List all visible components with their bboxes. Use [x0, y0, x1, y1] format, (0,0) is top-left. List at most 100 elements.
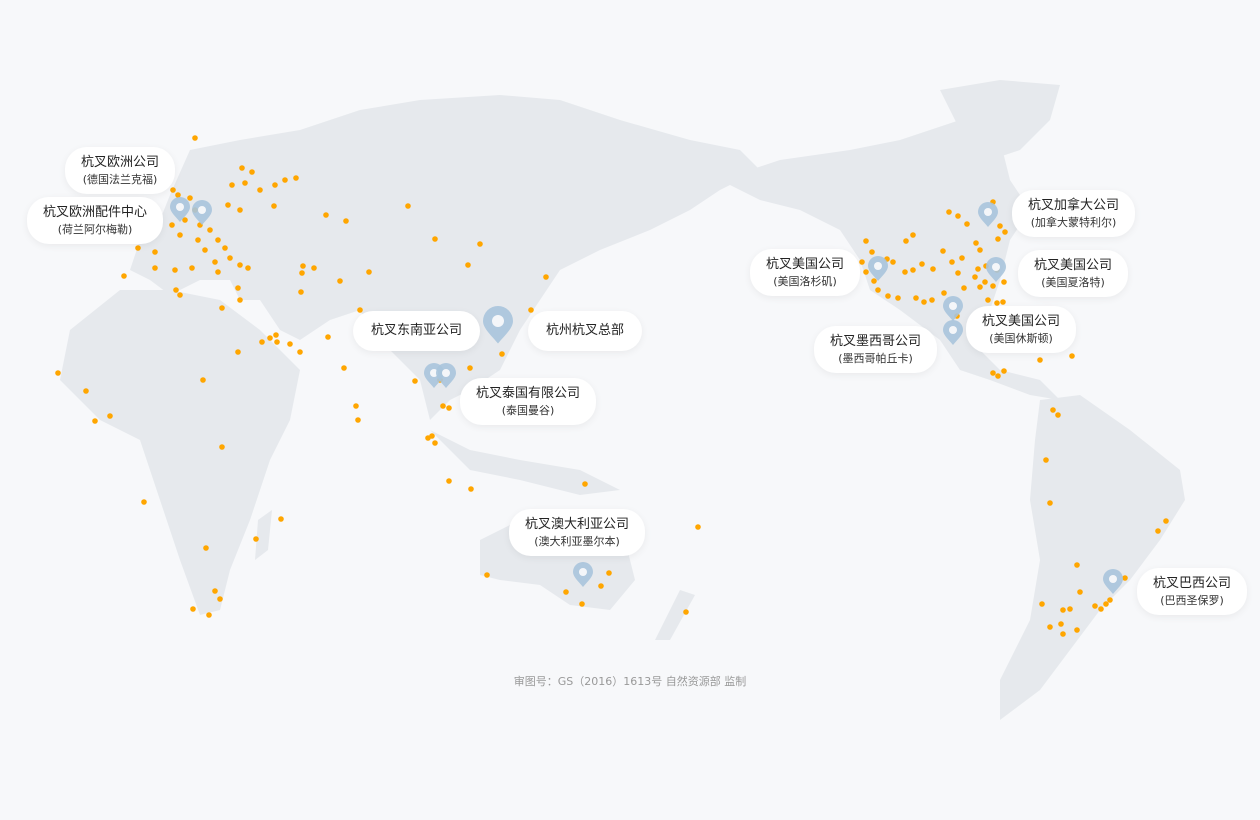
- dealer-dot: [172, 267, 178, 273]
- dealer-dot: [1074, 627, 1080, 633]
- office-location: (泰国曼谷): [501, 404, 555, 417]
- office-label-thailand[interactable]: 杭叉泰国有限公司 (泰国曼谷): [460, 378, 597, 425]
- dealer-dot: [237, 207, 243, 213]
- office-label-charlotte[interactable]: 杭叉美国公司 (美国夏洛特): [1018, 250, 1129, 297]
- dealer-dot: [1000, 299, 1006, 305]
- dealer-dot: [961, 285, 967, 291]
- dealer-dot: [425, 435, 431, 441]
- dealer-dot: [467, 365, 473, 371]
- dealer-dot: [203, 545, 209, 551]
- office-label-netherlands[interactable]: 杭叉欧洲配件中心 (荷兰阿尔梅勒): [27, 197, 164, 244]
- office-location: (美国夏洛特): [1041, 276, 1105, 289]
- dealer-dot: [484, 572, 490, 578]
- dealer-dot: [1002, 229, 1008, 235]
- dealer-dot: [1092, 603, 1098, 609]
- dealer-dot: [177, 232, 183, 238]
- dealer-dot: [152, 249, 158, 255]
- location-pin-icon[interactable]: [868, 256, 888, 281]
- dealer-dot: [135, 245, 141, 251]
- newzealand-landmass: [655, 590, 695, 640]
- office-label-la[interactable]: 杭叉美国公司 (美国洛杉矶): [750, 249, 861, 296]
- office-label-canada[interactable]: 杭叉加拿大公司 (加拿大蒙特利尔): [1012, 190, 1136, 237]
- dealer-dot: [1043, 457, 1049, 463]
- office-location: (澳大利亚墨尔本): [534, 535, 620, 548]
- dealer-dot: [941, 290, 947, 296]
- office-label-mexico[interactable]: 杭叉墨西哥公司 (墨西哥帕丘卡): [814, 326, 938, 373]
- dealer-dot: [1103, 601, 1109, 607]
- dealer-dot: [869, 249, 875, 255]
- dealer-dot: [1058, 621, 1064, 627]
- location-pin-icon[interactable]: [943, 320, 963, 345]
- dealer-dot: [297, 349, 303, 355]
- office-label-brazil[interactable]: 杭叉巴西公司 (巴西圣保罗): [1137, 568, 1248, 615]
- dealer-dot: [357, 307, 363, 313]
- dealer-dot: [543, 274, 549, 280]
- office-label-sea[interactable]: 杭叉东南亚公司: [353, 311, 481, 351]
- dealer-dot: [282, 177, 288, 183]
- dealer-dot: [929, 297, 935, 303]
- dealer-dot: [528, 307, 534, 313]
- dealer-dot: [207, 227, 213, 233]
- office-location: (美国休斯顿): [989, 332, 1053, 345]
- dealer-dot: [1069, 353, 1075, 359]
- office-name: 杭叉美国公司: [1034, 258, 1113, 273]
- office-name: 杭叉欧洲公司: [81, 155, 160, 170]
- dealer-dot: [910, 232, 916, 238]
- dealer-dot: [1055, 412, 1061, 418]
- dealer-dot: [195, 237, 201, 243]
- location-pin-icon[interactable]: [170, 197, 190, 222]
- dealer-dot: [366, 269, 372, 275]
- dealer-dot: [341, 365, 347, 371]
- dealer-dot: [468, 486, 474, 492]
- location-pin-icon[interactable]: [978, 202, 998, 227]
- location-pin-icon[interactable]: [1103, 569, 1123, 594]
- dealer-dot: [890, 259, 896, 265]
- dealer-dot: [995, 373, 1001, 379]
- dealer-dot: [1067, 606, 1073, 612]
- dealer-dot: [940, 248, 946, 254]
- dealer-dot: [1001, 368, 1007, 374]
- office-label-houston[interactable]: 杭叉美国公司 (美国休斯顿): [966, 306, 1077, 353]
- office-name: 杭州杭叉总部: [546, 323, 625, 338]
- dealer-dot: [985, 297, 991, 303]
- dealer-dot: [695, 524, 701, 530]
- map-approval-number: 审图号：GS（2016）1613号 自然资源部 监制: [513, 675, 747, 688]
- dealer-dot: [274, 339, 280, 345]
- location-pin-icon[interactable]: [436, 363, 456, 388]
- dealer-dot: [995, 236, 1001, 242]
- dealer-dot: [432, 440, 438, 446]
- location-pin-icon[interactable]: [943, 296, 963, 321]
- dealer-dot: [272, 182, 278, 188]
- dealer-dot: [206, 612, 212, 618]
- dealer-dot: [152, 265, 158, 271]
- dealer-dot: [325, 334, 331, 340]
- dealer-dot: [946, 209, 952, 215]
- dealer-dot: [337, 278, 343, 284]
- office-label-australia[interactable]: 杭叉澳大利亚公司 (澳大利亚墨尔本): [509, 509, 646, 556]
- madagascar-landmass: [255, 510, 272, 560]
- dealer-dot: [239, 165, 245, 171]
- office-location: (加拿大蒙特利尔): [1030, 216, 1117, 229]
- dealer-dot: [267, 335, 273, 341]
- office-name: 杭叉东南亚公司: [371, 323, 463, 338]
- location-pin-icon[interactable]: [483, 306, 513, 344]
- dealer-dot: [253, 536, 259, 542]
- dealer-dot: [235, 349, 241, 355]
- dealer-dot: [919, 261, 925, 267]
- office-label-hq[interactable]: 杭州杭叉总部: [528, 311, 643, 351]
- location-pin-icon[interactable]: [192, 200, 212, 225]
- dealer-dot: [217, 596, 223, 602]
- dealer-dot: [582, 481, 588, 487]
- indonesia-landmass: [430, 430, 620, 495]
- dealer-dot: [902, 269, 908, 275]
- location-pin-icon[interactable]: [986, 257, 1006, 282]
- dealer-dot: [446, 478, 452, 484]
- office-location: (荷兰阿尔梅勒): [57, 223, 133, 236]
- office-label-frankfurt[interactable]: 杭叉欧洲公司 (德国法兰克福): [65, 147, 176, 194]
- dealer-dot: [994, 300, 1000, 306]
- dealer-dot: [446, 405, 452, 411]
- location-pin-icon[interactable]: [573, 562, 593, 587]
- dealer-dot: [863, 269, 869, 275]
- dealer-dot: [1077, 589, 1083, 595]
- dealer-dot: [975, 266, 981, 272]
